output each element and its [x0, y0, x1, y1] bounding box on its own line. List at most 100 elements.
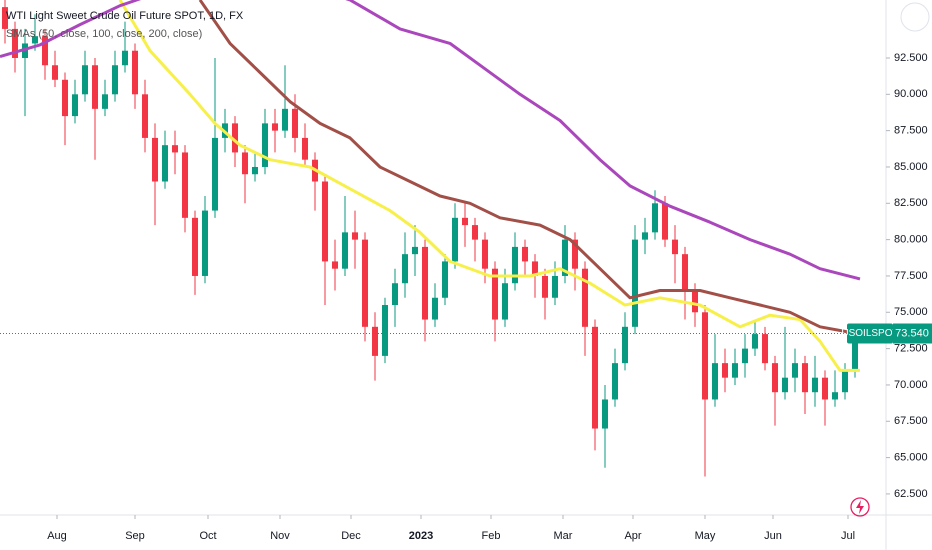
symbol-label: USOILSPOT	[841, 328, 898, 339]
price-badge	[893, 323, 932, 344]
candle-body	[502, 283, 508, 320]
candle-body	[852, 333, 858, 371]
candle-body	[642, 232, 648, 240]
candle-body	[372, 326, 378, 356]
candle-body	[812, 377, 818, 393]
alert-icon[interactable]	[850, 497, 870, 517]
candle-body	[422, 246, 428, 320]
candle-body	[362, 239, 368, 327]
candle-body	[102, 94, 108, 109]
candle-body	[612, 363, 618, 400]
candle-body	[532, 261, 538, 276]
candle-body	[212, 137, 218, 211]
candle-body	[432, 297, 438, 320]
candle-body	[762, 334, 768, 364]
candle-body	[572, 239, 578, 269]
candle-body	[832, 392, 838, 400]
candle-body	[252, 166, 258, 175]
candle-body	[392, 283, 398, 306]
y-tick-label: 87.500	[894, 125, 928, 137]
candle-body	[622, 326, 628, 364]
candle-body	[782, 377, 788, 393]
x-tick-label: 2023	[409, 530, 433, 542]
candle-body	[722, 363, 728, 378]
candle-body	[592, 326, 598, 429]
y-tick-label: 65.000	[894, 452, 928, 464]
candle-body	[152, 137, 158, 182]
candle-body	[742, 348, 748, 364]
y-tick-label: 77.500	[894, 270, 928, 282]
candle-body	[82, 65, 88, 95]
symbol-badge	[847, 323, 893, 344]
candle-body	[542, 275, 548, 298]
candle-body	[842, 370, 848, 393]
settings-button[interactable]	[900, 2, 930, 32]
candle-body	[772, 363, 778, 393]
candle-body	[232, 123, 238, 153]
candle-body	[262, 123, 268, 167]
sma-line	[198, 0, 861, 336]
candle-body	[472, 225, 478, 240]
candle-body	[52, 65, 58, 80]
y-tick-label: 92.500	[894, 52, 928, 64]
candle-body	[492, 268, 498, 320]
candle-body	[562, 239, 568, 276]
y-tick-label: 75.000	[894, 306, 928, 318]
candle-body	[132, 50, 138, 95]
plot-area	[0, 0, 861, 477]
candle-body	[552, 275, 558, 298]
candle-body	[122, 50, 128, 66]
candle-body	[202, 210, 208, 276]
candle-body	[142, 94, 148, 138]
candle-body	[452, 217, 458, 262]
x-tick-label: Oct	[199, 530, 216, 542]
candle-body	[72, 94, 78, 117]
candle-body	[352, 232, 358, 240]
candle-body	[32, 36, 38, 44]
candle-body	[332, 261, 338, 269]
candle-body	[692, 290, 698, 313]
y-tick-label: 72.500	[894, 343, 928, 355]
candle-body	[2, 7, 8, 29]
candle-body	[682, 254, 688, 291]
candle-body	[672, 239, 678, 255]
x-tick-label: Dec	[341, 530, 361, 542]
candle-body	[652, 203, 658, 233]
x-tick-label: Jun	[764, 530, 782, 542]
candle-body	[282, 108, 288, 131]
y-tick-label: 62.500	[894, 488, 928, 500]
y-tick-label: 70.000	[894, 379, 928, 391]
candle-body	[92, 65, 98, 109]
candle-body	[402, 254, 408, 284]
candle-body	[62, 79, 68, 117]
x-tick-label: Mar	[554, 530, 573, 542]
candle-body	[272, 123, 278, 131]
candle-body	[512, 246, 518, 284]
x-tick-label: Feb	[482, 530, 501, 542]
candle-body	[162, 145, 168, 182]
y-tick-label: 67.500	[894, 415, 928, 427]
candle-body	[322, 181, 328, 262]
y-tick-label: 82.500	[894, 197, 928, 209]
candle-body	[292, 108, 298, 138]
candle-body	[242, 152, 248, 175]
candle-body	[582, 268, 588, 327]
sma-line	[0, 0, 861, 281]
candle-body	[802, 363, 808, 393]
candle-body	[752, 334, 758, 349]
x-tick-label: Sep	[125, 530, 145, 542]
candle-body	[302, 137, 308, 160]
x-tick-label: May	[695, 530, 716, 542]
candle-body	[12, 28, 18, 58]
candle-body	[442, 261, 448, 298]
candle-body	[382, 305, 388, 356]
candle-body	[732, 363, 738, 378]
y-tick-label: 90.000	[894, 88, 928, 100]
candle-body	[822, 377, 828, 400]
y-tick-label: 85.000	[894, 161, 928, 173]
candle-body	[182, 152, 188, 218]
candle-body	[42, 36, 48, 66]
x-tick-label: Nov	[270, 530, 290, 542]
